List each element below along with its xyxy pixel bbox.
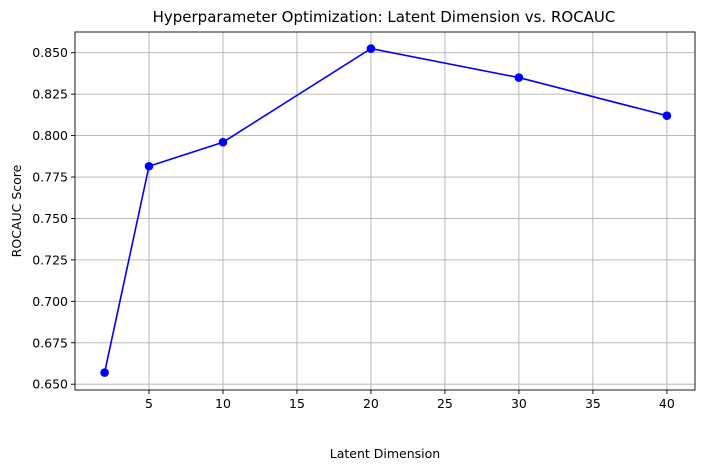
data-point xyxy=(662,111,672,120)
y-tick-label: 0.800 xyxy=(32,128,68,143)
x-tick-label: 10 xyxy=(215,396,231,411)
x-tick-label: 15 xyxy=(289,396,305,411)
x-tick-label: 35 xyxy=(585,396,601,411)
data-point xyxy=(218,137,228,147)
data-point xyxy=(100,368,109,377)
y-tick-label: 0.675 xyxy=(32,335,68,350)
data-point xyxy=(366,44,376,53)
y-tick-label: 0.700 xyxy=(32,294,68,309)
data-point xyxy=(514,73,524,82)
data-point xyxy=(144,161,154,171)
plot-frame xyxy=(74,31,696,391)
x-tick-label: 20 xyxy=(363,396,379,411)
grid xyxy=(75,32,695,390)
y-tick-label: 0.650 xyxy=(32,377,68,392)
y-tick-label: 0.725 xyxy=(32,252,68,267)
y-tick-label: 0.750 xyxy=(32,211,68,226)
x-tick-label: 40 xyxy=(659,396,675,411)
y-tick-label: 0.850 xyxy=(32,45,68,60)
x-tick-label: 5 xyxy=(145,396,153,411)
x-axis-ticks: 5 10 15 20 25 30 35 40 xyxy=(145,390,675,411)
chart-title: Hyperparameter Optimization: Latent Dime… xyxy=(153,8,616,26)
y-tick-label: 0.775 xyxy=(32,170,68,185)
x-tick-label: 30 xyxy=(511,396,527,411)
x-tick-label: 25 xyxy=(437,396,453,411)
x-axis-label: Latent Dimension xyxy=(330,446,440,461)
y-axis-ticks: 0.650 0.675 0.700 0.725 0.750 0.775 0.800 0.825… xyxy=(32,45,75,392)
series-line xyxy=(103,47,668,373)
y-tick-label: 0.825 xyxy=(32,87,68,102)
y-axis-label: ROCAUC Score xyxy=(9,164,24,257)
series-layer xyxy=(100,44,672,377)
